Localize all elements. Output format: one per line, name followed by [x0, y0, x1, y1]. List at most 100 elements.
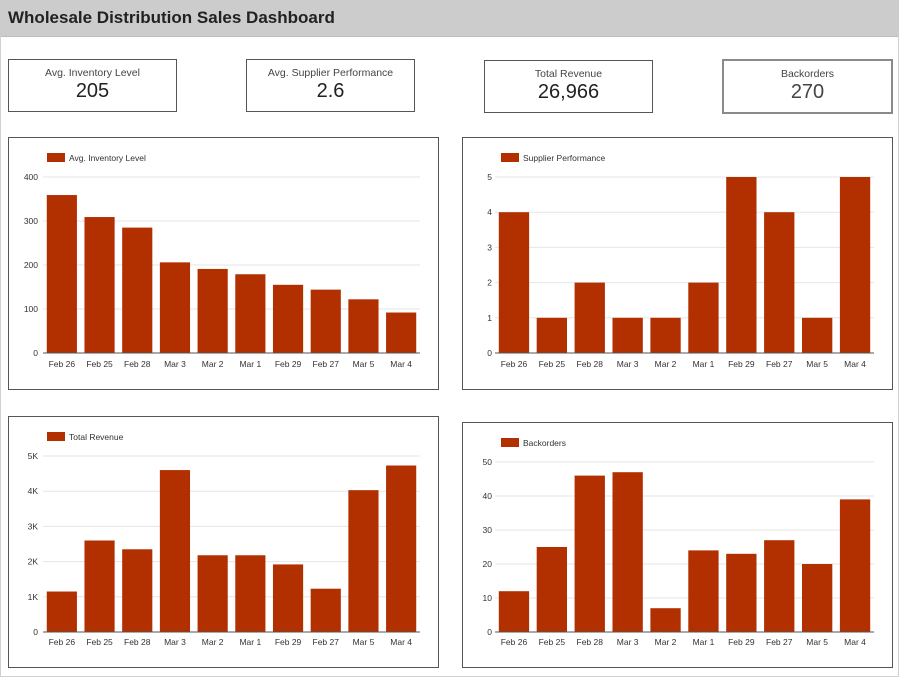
bar	[498, 212, 530, 353]
page-title: Wholesale Distribution Sales Dashboard	[8, 8, 335, 27]
bar	[386, 312, 417, 353]
scorecard-total-revenue[interactable]: Total Revenue 26,966	[484, 60, 653, 113]
x-tick-label: Mar 5	[806, 637, 828, 647]
x-tick-label: Feb 29	[275, 359, 302, 369]
chart-panel-total-revenue[interactable]: 0 1K 2K 3K 4K 5K Feb 26 Feb 25 Feb 28 Mar 3 Mar 2 M…	[8, 416, 439, 668]
legend-label: Backorders	[523, 438, 566, 448]
x-tick-label: Feb 26	[49, 637, 76, 647]
bar	[801, 564, 833, 632]
bar	[839, 177, 871, 353]
x-tick-label: Feb 27	[313, 637, 340, 647]
scorecard-inventory[interactable]: Avg. Inventory Level 205	[8, 59, 177, 112]
bar	[122, 227, 153, 353]
x-tick-label: Feb 27	[313, 359, 340, 369]
y-tick-label: 0	[487, 627, 492, 637]
bar	[197, 268, 228, 353]
y-tick-label: 300	[24, 216, 38, 226]
bar	[348, 490, 379, 632]
x-tick-label: Feb 29	[728, 637, 755, 647]
x-tick-label: Feb 26	[501, 359, 528, 369]
bar	[574, 282, 605, 353]
bar	[235, 555, 266, 632]
legend-label: Total Revenue	[69, 432, 124, 442]
y-tick-label: 3K	[28, 521, 39, 531]
y-tick-label: 200	[24, 260, 38, 270]
bar	[272, 284, 304, 353]
bar-chart-backorders: 0 10 20 30 40 50 Feb 26 Feb 25 Feb 28 Mar 3 Mar 2 M…	[483, 438, 874, 647]
x-tick-label: Mar 2	[202, 359, 224, 369]
x-tick-label: Feb 25	[86, 359, 113, 369]
y-tick-label: 1	[487, 313, 492, 323]
y-tick-label: 20	[483, 559, 493, 569]
x-tick-label: Mar 2	[655, 359, 677, 369]
scorecard-supplier-performance[interactable]: Avg. Supplier Performance 2.6	[246, 59, 415, 112]
bar	[764, 540, 795, 632]
bar	[612, 317, 643, 353]
bar	[536, 547, 568, 632]
bar	[801, 317, 833, 353]
legend-label: Supplier Performance	[523, 153, 605, 163]
x-tick-label: Mar 5	[353, 359, 375, 369]
y-tick-label: 5K	[28, 451, 39, 461]
bar	[574, 475, 605, 632]
x-tick-label: Feb 29	[275, 637, 302, 647]
x-tick-label: Mar 2	[655, 637, 677, 647]
chart-panel-supplier-performance[interactable]: 0 1 2 3 4 5 Feb 26 Feb 25 Feb 28 Mar 3 Mar 2 Mar 1 F…	[462, 137, 893, 390]
bar	[536, 317, 568, 353]
y-tick-label: 400	[24, 172, 38, 182]
x-tick-label: Mar 5	[806, 359, 828, 369]
chart-panel-backorders[interactable]: 0 10 20 30 40 50 Feb 26 Feb 25 Feb 28 Mar 3 Mar 2 M…	[462, 422, 893, 668]
bar	[612, 472, 643, 632]
bar	[122, 549, 153, 632]
x-tick-label: Mar 4	[844, 637, 866, 647]
y-tick-label: 2	[487, 278, 492, 288]
y-tick-label: 4K	[28, 486, 39, 496]
y-tick-label: 1K	[28, 592, 39, 602]
x-tick-label: Mar 1	[693, 359, 715, 369]
bar	[272, 564, 304, 632]
bar-chart-supplier-performance: 0 1 2 3 4 5 Feb 26 Feb 25 Feb 28 Mar 3 Mar 2 Mar 1 F…	[487, 153, 874, 369]
scorecard-label: Backorders	[780, 68, 835, 80]
x-tick-label: Mar 4	[390, 637, 412, 647]
scorecard-value: 2.6	[316, 80, 345, 102]
y-tick-label: 0	[33, 627, 38, 637]
scorecard-value: 26,966	[537, 81, 600, 103]
y-tick-label: 3	[487, 242, 492, 252]
chart-panel-inventory[interactable]: 0 100 200 300 400 Feb 26 Feb 25 Feb 28 Mar 3 Mar …	[8, 137, 439, 390]
legend-swatch	[47, 153, 65, 162]
x-tick-label: Feb 29	[728, 359, 755, 369]
y-tick-label: 5	[487, 172, 492, 182]
legend-swatch	[47, 432, 65, 441]
scorecard-value: 270	[790, 81, 825, 103]
bar	[348, 299, 379, 353]
bar	[726, 177, 757, 353]
legend-swatch	[501, 438, 519, 447]
x-tick-label: Mar 5	[353, 637, 375, 647]
x-tick-label: Feb 28	[124, 637, 151, 647]
scorecard-label: Total Revenue	[534, 68, 603, 80]
x-tick-label: Mar 3	[617, 359, 639, 369]
x-tick-label: Feb 25	[539, 637, 566, 647]
y-tick-label: 30	[483, 525, 493, 535]
bar	[688, 550, 719, 632]
x-tick-label: Mar 4	[844, 359, 866, 369]
x-tick-label: Feb 28	[577, 637, 604, 647]
y-tick-label: 50	[483, 457, 493, 467]
x-tick-label: Mar 3	[164, 359, 186, 369]
x-tick-label: Feb 28	[577, 359, 604, 369]
bar	[726, 553, 757, 632]
x-tick-label: Feb 27	[766, 637, 793, 647]
x-tick-label: Mar 3	[617, 637, 639, 647]
bar	[46, 195, 77, 353]
x-tick-label: Feb 27	[766, 359, 793, 369]
y-tick-label: 0	[487, 348, 492, 358]
scorecard-backorders[interactable]: Backorders 270	[722, 59, 893, 114]
x-tick-label: Mar 1	[239, 359, 261, 369]
bar	[650, 608, 681, 632]
x-tick-label: Mar 3	[164, 637, 186, 647]
y-tick-label: 10	[483, 593, 493, 603]
bar-chart-inventory: 0 100 200 300 400 Feb 26 Feb 25 Feb 28 Mar 3 Mar …	[24, 153, 420, 369]
bar	[839, 499, 871, 632]
bar	[84, 217, 115, 353]
bar	[498, 591, 530, 632]
